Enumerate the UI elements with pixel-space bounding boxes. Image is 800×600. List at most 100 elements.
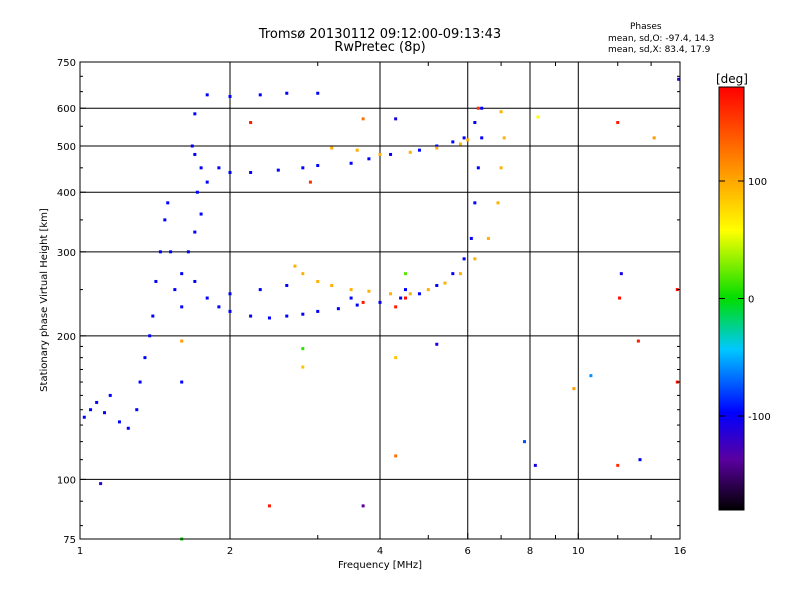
data-point [316, 309, 320, 313]
data-point [193, 152, 197, 156]
y-tick-label: 75 [63, 535, 76, 546]
data-point [148, 334, 152, 338]
y-tick-label: 600 [57, 104, 76, 115]
data-point [89, 408, 93, 412]
data-point [190, 144, 194, 148]
data-point [677, 77, 681, 81]
data-point [308, 180, 312, 184]
data-point [301, 272, 305, 276]
y-axis-ticks: 75 100 200 300 400 500 600 750 [57, 58, 680, 546]
x-tick-label: 10 [572, 546, 585, 557]
data-point [638, 458, 642, 462]
data-point [361, 504, 365, 508]
data-point [480, 106, 484, 110]
data-point [180, 339, 184, 343]
data-point [301, 365, 305, 369]
data-point [316, 91, 320, 95]
data-point [616, 463, 620, 467]
data-point [217, 166, 221, 170]
data-point [355, 303, 359, 307]
data-point [276, 168, 280, 172]
data-point [399, 296, 403, 300]
data-point [355, 148, 359, 152]
y-tick-label: 400 [57, 188, 76, 199]
data-point [249, 314, 253, 318]
data-point [169, 250, 173, 254]
data-point [205, 93, 209, 97]
data-point [228, 94, 232, 98]
data-point [293, 264, 297, 268]
data-point [193, 112, 197, 116]
phases-heading: Phases [630, 22, 662, 32]
data-point [458, 142, 462, 146]
data-point [336, 307, 340, 311]
data-point [466, 138, 470, 142]
data-point [367, 289, 371, 293]
data-point [135, 408, 139, 412]
data-point [618, 296, 622, 300]
chart-title: Tromsø 20130112 09:12:00-09:13:43 [258, 27, 502, 42]
data-point [572, 387, 576, 391]
data-point [476, 166, 480, 170]
data-point [205, 296, 209, 300]
data-point [458, 272, 462, 276]
data-point [180, 272, 184, 276]
data-point [496, 201, 500, 205]
data-point [435, 283, 439, 287]
data-point [394, 117, 398, 121]
data-point [99, 482, 103, 486]
data-point [108, 393, 112, 397]
data-point [361, 300, 365, 304]
data-point [301, 312, 305, 316]
data-point [186, 250, 190, 254]
data-point [103, 411, 107, 415]
y-tick-label: 500 [57, 142, 76, 153]
x-tick-label: 4 [377, 546, 383, 557]
data-point [480, 136, 484, 140]
chart-subtitle: RwPretec (8p) [334, 40, 426, 55]
data-point [486, 236, 490, 240]
data-point [451, 272, 455, 276]
data-point [285, 314, 289, 318]
phase-stats-x: mean, sd,X: 83.4, 17.9 [608, 45, 711, 55]
data-point [408, 150, 412, 154]
data-point [126, 426, 130, 430]
data-point [349, 288, 353, 292]
data-point [228, 170, 232, 174]
x-axis-ticks: 1 2 4 6 8 10 16 [77, 62, 687, 557]
grid-lines [80, 62, 680, 539]
data-point [523, 440, 527, 444]
colorbar-tick-label: -100 [748, 412, 771, 423]
data-point [151, 314, 155, 318]
data-point [462, 257, 466, 261]
data-point [435, 342, 439, 346]
data-point [462, 136, 466, 140]
data-point [249, 121, 253, 125]
data-point [193, 279, 197, 283]
colorbar-tick-label: 100 [748, 177, 767, 188]
data-point [267, 316, 271, 320]
data-point [408, 292, 412, 296]
x-tick-label: 1 [77, 546, 83, 557]
data-point [143, 356, 147, 360]
data-point [435, 144, 439, 148]
data-point [267, 504, 271, 508]
y-tick-label: 300 [57, 248, 76, 259]
data-point [199, 166, 203, 170]
data-point [301, 347, 305, 351]
data-point [316, 164, 320, 168]
data-point [476, 106, 480, 110]
data-point [636, 339, 640, 343]
data-point [502, 136, 506, 140]
data-point [394, 305, 398, 309]
data-point [195, 190, 199, 194]
x-tick-label: 16 [674, 546, 687, 557]
colorbar-unit: [deg] [716, 72, 748, 86]
data-point [619, 272, 623, 276]
data-point [199, 212, 203, 216]
data-point [389, 152, 393, 156]
data-point [330, 146, 334, 150]
colorbar-tick-label: 0 [748, 295, 754, 306]
